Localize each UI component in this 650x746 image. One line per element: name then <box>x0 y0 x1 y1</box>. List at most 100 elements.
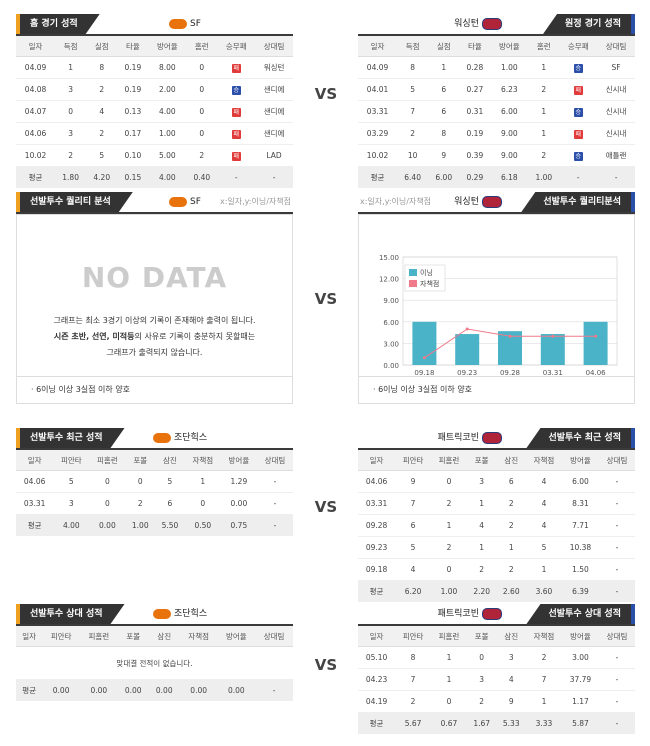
vs-label: VS <box>314 498 338 516</box>
average-cell: 1.67 <box>466 712 497 734</box>
y-tick-label: 3.00 <box>383 340 399 348</box>
table-cell: 애틀랜 <box>597 144 635 167</box>
table-cell: 4 <box>466 514 497 537</box>
table-cell: 7 <box>395 492 432 515</box>
table-row: 03.31 7 2 1 2 4 8.31- <box>358 492 635 515</box>
table-cell: 04.06 <box>358 470 396 493</box>
table-cell: 5 <box>155 470 185 493</box>
table-cell: 03.31 <box>358 100 398 123</box>
column-header: 상대팀 <box>599 450 635 471</box>
table-cell: - <box>599 558 635 581</box>
table-cell: 4 <box>395 558 432 581</box>
recent-right-tab: 선발투수 최근 성적 <box>526 428 635 448</box>
table-row: 10.02 2 5 0.10 5.00 2 패 LAD <box>16 144 293 167</box>
table-row: 04.06 5 0 0 5 1 1.29- <box>16 470 293 493</box>
table-cell: 8 <box>86 56 118 79</box>
y-tick-label: 9.00 <box>383 297 399 305</box>
table-cell: 6.00 <box>561 470 600 493</box>
average-cell: - <box>599 712 635 734</box>
quality-chart: 0.00 3.00 6.00 9.00 12.00 15.00 09.18 09.23 09.2… <box>379 254 618 375</box>
table-row: 05.10 8 1 0 3 2 3.00- <box>358 646 635 669</box>
opp-right-panel: 패트릭코빈 선발투수 상대 성적 일자 피안타 피홈런 포볼 삼진 자책점 방어율 상대팀 05… <box>358 604 635 734</box>
quality-left-tab: 선발투수 퀄리티 분석 <box>16 192 133 212</box>
table-row: 04.06 9 0 3 6 4 6.00- <box>358 470 635 493</box>
y-tick-label: 15.00 <box>379 254 399 262</box>
opp-right-tab: 선발투수 상대 성적 <box>526 604 635 624</box>
table-row: 03.31 3 0 2 6 0 0.00- <box>16 492 293 515</box>
table-cell: 3 <box>496 646 527 669</box>
average-cell: 0.00 <box>117 679 149 701</box>
column-header: 실점 <box>428 36 460 57</box>
result-cell: 승 <box>559 56 598 79</box>
vs-label: VS <box>314 656 338 674</box>
result-cell: 승 <box>217 78 256 101</box>
table-cell: 샌디에 <box>255 122 293 145</box>
table-cell: 0.19 <box>459 122 491 145</box>
column-header: 포볼 <box>466 626 497 647</box>
table-cell: 09.18 <box>358 558 396 581</box>
column-header: 실점 <box>86 36 118 57</box>
table-cell: 05.10 <box>358 646 396 669</box>
table-cell: 0 <box>466 646 497 669</box>
bar-innings <box>540 334 565 365</box>
average-cell: 3.60 <box>526 580 562 602</box>
column-header: 상대팀 <box>255 626 293 647</box>
sf-logo-icon <box>153 432 171 443</box>
table-cell: 4 <box>526 514 562 537</box>
legend-label: 자책점 <box>420 279 439 288</box>
column-header: 홈런 <box>528 36 560 57</box>
average-cell: 5.87 <box>561 712 600 734</box>
table-cell: 6 <box>428 100 460 123</box>
table-cell: 2.00 <box>148 78 187 101</box>
bar-innings <box>455 334 480 365</box>
table-cell: 9.00 <box>490 122 529 145</box>
quality-right-team: 워싱턴 <box>454 195 505 209</box>
average-cell: - <box>256 514 293 536</box>
legend-label: 이닝 <box>420 268 433 277</box>
quality-right-header: x:일자,y:이닝/자책점 워싱턴 선발투수 퀄리티분석 <box>358 192 635 214</box>
table-cell: 2 <box>496 492 527 515</box>
table-cell: 1 <box>466 492 497 515</box>
average-cell: 6.00 <box>428 166 460 188</box>
column-header: 일자 <box>16 626 43 647</box>
average-row: 평균 6.40 6.00 0.29 6.18 1.00- - <box>358 166 635 188</box>
bar-innings <box>583 321 608 365</box>
table-cell: - <box>599 668 635 691</box>
table-row: 09.18 4 0 2 2 1 1.50- <box>358 558 635 581</box>
result-cell: 승 <box>559 144 598 167</box>
quality-right-panel: x:일자,y:이닝/자책점 워싱턴 선발투수 퀄리티분석 0.00 3.00 6.0… <box>358 192 635 404</box>
table-cell: 1 <box>428 56 460 79</box>
table-cell: 2 <box>526 646 562 669</box>
opp-left-panel: 선발투수 상대 성적 조단힉스 일자 피안타 피홈런 포볼 삼진 자책점 방어율 상대팀 맞대결… <box>16 604 293 701</box>
table-cell: 9 <box>496 690 527 713</box>
average-cell: 4.20 <box>86 166 118 188</box>
table-cell: 10 <box>397 144 429 167</box>
column-header: 방어율 <box>148 36 187 57</box>
table-cell: 0 <box>89 492 126 515</box>
result-badge: 승 <box>573 63 583 73</box>
table-cell: 7 <box>526 668 562 691</box>
point-earned-runs <box>594 334 598 338</box>
table-cell: 4.00 <box>148 100 187 123</box>
quality-left-footer: · 6이닝 이상 3실점 이하 양호 <box>17 376 292 403</box>
average-cell: 평균 <box>16 514 54 536</box>
empty-row: 맞대결 전적이 없습니다. <box>16 646 293 680</box>
average-cell: - <box>559 166 598 188</box>
table-cell: 1 <box>431 514 467 537</box>
table-cell: 6.23 <box>490 78 529 101</box>
table-cell: 09.23 <box>358 536 396 559</box>
table-cell: 03.31 <box>16 492 54 515</box>
result-badge: 패 <box>231 63 241 73</box>
table-cell: - <box>599 690 635 713</box>
table-cell: 3 <box>466 470 497 493</box>
table-cell: 1 <box>526 690 562 713</box>
quality-right-footer: · 6이닝 이상 3실점 이하 양호 <box>359 376 634 403</box>
average-cell: 0.00 <box>89 514 126 536</box>
average-cell: 평균 <box>358 580 396 602</box>
result-badge: 패 <box>231 129 241 139</box>
table-cell: 1 <box>528 122 560 145</box>
average-cell: 5.33 <box>496 712 527 734</box>
table-cell: 4 <box>496 668 527 691</box>
result-cell: 패 <box>217 100 256 123</box>
table-cell: - <box>599 492 635 515</box>
